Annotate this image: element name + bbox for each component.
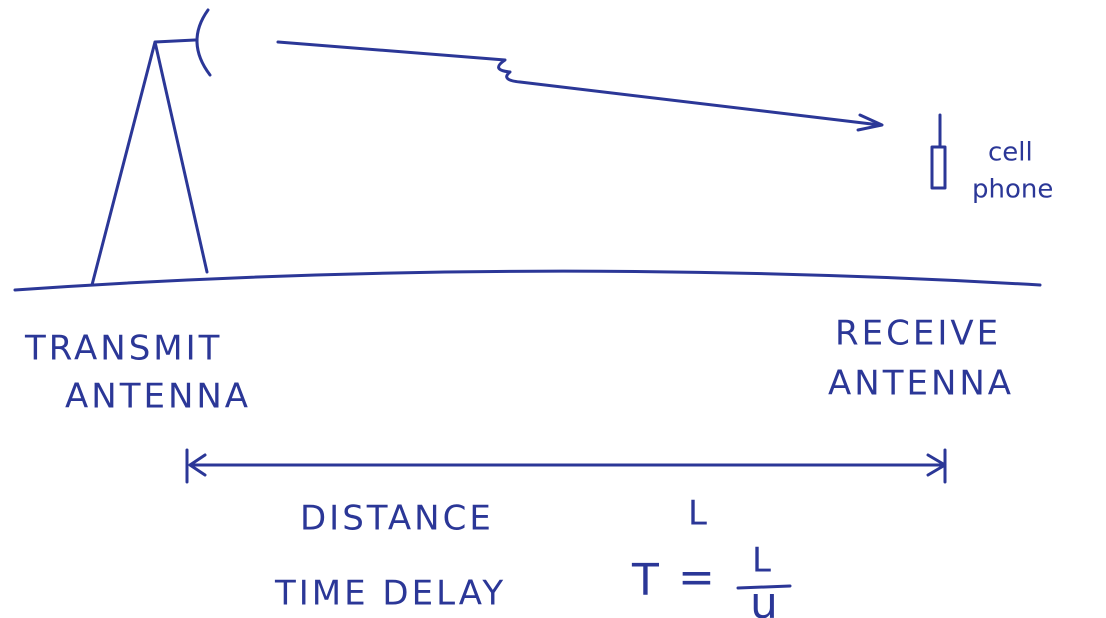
label: L bbox=[688, 494, 710, 534]
label: TRANSMIT bbox=[24, 329, 222, 369]
label: cell bbox=[988, 138, 1033, 168]
label: TIME DELAY bbox=[274, 574, 506, 614]
symbol: u bbox=[750, 578, 778, 618]
dish bbox=[197, 10, 210, 75]
label: phone bbox=[972, 175, 1053, 205]
distance-arrow bbox=[187, 450, 945, 482]
label: RECEIVE bbox=[835, 314, 1001, 354]
ground-line bbox=[15, 271, 1040, 290]
symbol: T bbox=[631, 555, 659, 606]
cell-phone bbox=[932, 147, 945, 188]
symbol: = bbox=[678, 552, 715, 603]
label: DISTANCE bbox=[300, 499, 494, 539]
symbol: L bbox=[752, 541, 774, 581]
label: ANTENNA bbox=[65, 377, 251, 417]
signal-path bbox=[278, 42, 880, 125]
diagram: cell phone TRANSMIT ANTENNA RECEIVE ANTE… bbox=[0, 0, 1106, 618]
label: ANTENNA bbox=[828, 364, 1014, 404]
transmit-tower bbox=[92, 40, 207, 285]
